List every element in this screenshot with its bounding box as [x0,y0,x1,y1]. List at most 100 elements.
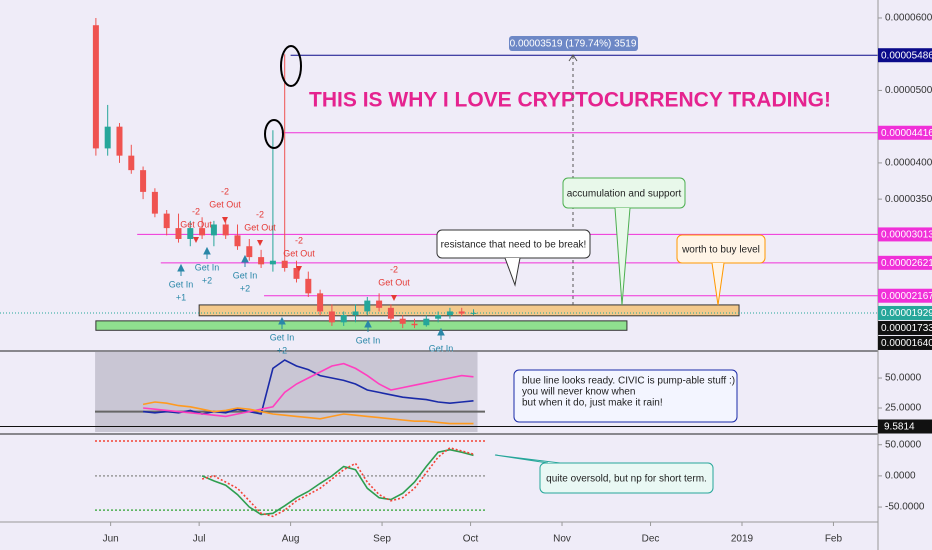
candle-body [163,213,170,229]
price-box-label: 0.00001929 [881,308,932,319]
price-box [878,335,932,350]
x-tick-label: Jul [193,534,206,545]
candle-body [222,224,229,236]
signal-text: Get In [195,262,220,272]
price-box-label: 0.00002167 [881,291,932,302]
y-tick-label: 25.0000 [885,403,922,414]
candle-body [470,312,477,314]
price-box [878,320,932,335]
signal-text: Get Out [180,219,212,229]
zone [95,320,628,331]
candle-body [423,318,430,326]
candle-body [281,260,288,268]
price-box-label: 0.00001733 [881,323,932,334]
price-box-label: 0.00001640 [881,338,932,349]
callout-text: but when it do, just make it rain! [522,398,663,409]
callout-tail [504,257,521,287]
x-tick-label: Oct [463,534,479,545]
signal-arrow [193,237,199,243]
x-tick-label: Aug [282,534,300,545]
signal-arrow [278,316,286,329]
measure-label: 0.00003519 (179.74%) 3519 [510,39,637,50]
y-tick-label: 50.0000 [885,439,922,450]
candle-body [340,315,347,323]
candle-body [246,246,253,258]
signal-amount: +2 [202,275,212,285]
price-box-label: 0.00004416 [881,128,932,139]
signal-amount: -2 [192,206,200,216]
price-box [878,288,932,303]
signal-amount: +1 [176,292,186,302]
candle-body [305,278,312,294]
measure-arrow [568,54,578,62]
candle-body [210,224,217,236]
price-box [878,227,932,242]
signal-arrow [391,295,397,301]
candle-body [446,311,453,316]
price-box [878,255,932,270]
signal-arrow [241,254,249,267]
callout-box [539,462,714,494]
candle-body [187,228,194,239]
plot-layer [0,17,878,518]
price-box [878,48,932,63]
price-box-label: 0.00002621 [881,258,932,269]
highlight-circle [264,119,284,149]
series-line [201,446,474,518]
candle-body [269,260,276,265]
highlight-circle [280,45,302,87]
price-box [878,125,932,140]
signal-text: Get Out [209,199,241,209]
callout-text: blue line looks ready. CIVIC is pump-abl… [522,376,735,387]
candle-body [328,311,335,323]
signal-arrow [257,240,263,246]
candle-body [92,25,99,149]
candle-body [128,155,135,171]
callout-tail [614,207,631,306]
price-box [878,305,932,320]
x-tick-label: Jun [103,534,119,545]
zone [198,304,740,317]
signal-text: Get In [169,279,194,289]
signal-text: Get Out [283,248,315,258]
candle-body [387,307,394,319]
candle-body [364,300,371,312]
chart-title: THIS IS WHY I LOVE CRYPTOCURRENCY TRADIN… [309,89,831,112]
candle-body [352,311,359,316]
signal-text: Get Out [244,222,276,232]
measure-box [509,36,638,51]
candle-body [116,126,123,156]
x-tick-label: Feb [825,534,843,545]
x-tick-label: Dec [642,534,660,545]
series-line [143,362,474,418]
callout-text: worth to buy level [681,245,760,256]
signal-text: Get In [270,332,295,342]
callout-text: quite oversold, but np for short term. [546,474,707,485]
signal-text: Get Out [378,277,410,287]
signal-amount: -2 [221,186,229,196]
candle-body [104,126,111,149]
price-box-label: 0.00003013 [881,230,932,241]
signal-arrow [222,217,228,223]
callout-tail [711,262,725,306]
signal-amount: +2 [277,345,287,355]
x-tick-label: 2019 [731,534,754,545]
x-tick-label: Sep [373,534,391,545]
signal-arrow [177,263,185,276]
callout-tail [494,454,561,464]
candle-body [435,315,442,319]
signal-text: Get In [429,343,454,353]
marker-box [878,419,932,434]
signal-amount: +2 [240,283,250,293]
candle-body [151,191,158,214]
signal-arrow [296,266,302,272]
y-tick-label: 0.0000 [885,471,916,482]
y-tick-label: 50.0000 [885,373,922,384]
candle-body [376,300,383,308]
series-line [142,401,474,425]
signal-arrow [364,319,372,332]
candle-body [175,228,182,239]
